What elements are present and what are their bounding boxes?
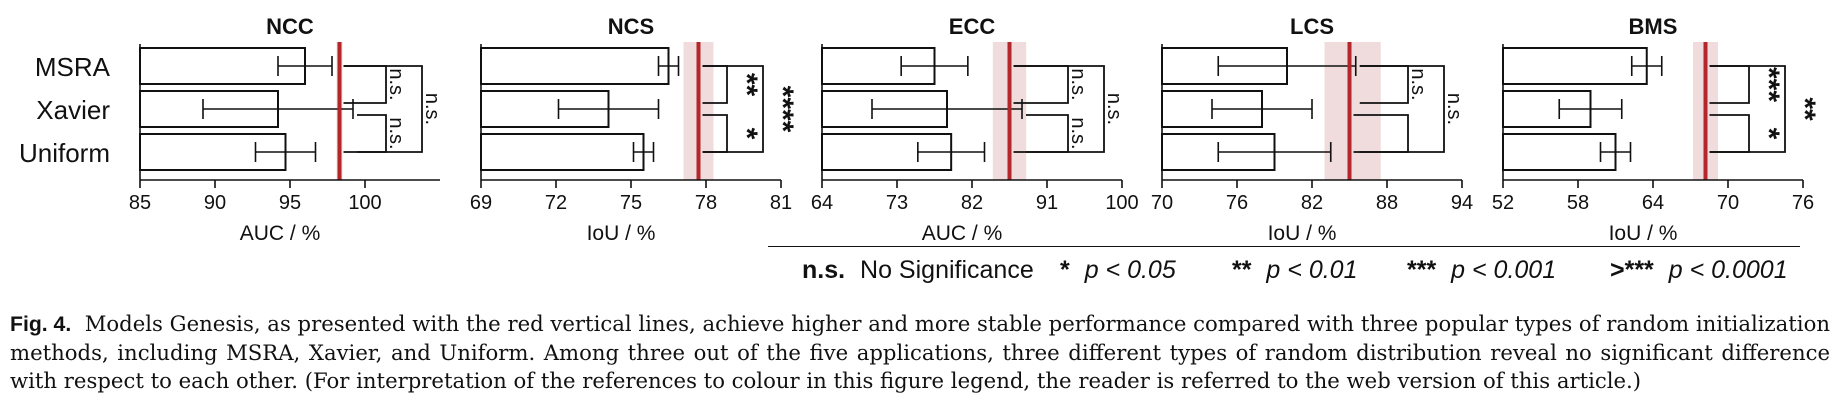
x-tick-label: 52 xyxy=(1492,192,1514,214)
legend-meaning: p < 0.0001 xyxy=(1668,256,1788,284)
significance-label: ** xyxy=(1788,97,1821,121)
significance-label: n.s. xyxy=(1443,93,1465,125)
x-tick-label: 70 xyxy=(1717,192,1739,214)
legend-symbol: ** xyxy=(1232,256,1252,284)
legend-meaning: p < 0.05 xyxy=(1084,256,1176,284)
figure-caption: Fig. 4. Models Genesis, as presented wit… xyxy=(10,310,1830,395)
x-axis-label: AUC / % xyxy=(240,222,321,245)
x-tick-label: 58 xyxy=(1567,192,1589,214)
significance-label: **** xyxy=(766,86,799,133)
x-tick-label: 88 xyxy=(1376,192,1398,214)
panel-title: LCS xyxy=(1290,14,1334,39)
category-label: MSRA xyxy=(35,52,111,82)
legend-item-p001: *** p < 0.001 xyxy=(1407,256,1556,285)
panel-title: BMS xyxy=(1629,14,1678,39)
significance-bracket xyxy=(357,114,387,153)
significance-bracket xyxy=(1026,114,1069,153)
legend-symbol: >*** xyxy=(1610,256,1654,284)
significance-label: n.s. xyxy=(385,117,407,149)
significance-label: *** xyxy=(1752,67,1785,102)
significance-label: * xyxy=(1752,128,1785,140)
x-tick-label: 69 xyxy=(470,192,492,214)
x-tick-label: 64 xyxy=(811,192,833,214)
significance-label: n.s. xyxy=(385,68,407,100)
legend-rule xyxy=(768,246,1800,247)
figure-panels: MSRA Xavier Uniform NCC 85 90 95 100 AUC / % n.s.… xyxy=(19,14,1821,245)
x-axis-label: IoU / % xyxy=(1609,222,1678,245)
legend-symbol: * xyxy=(1060,256,1070,284)
x-tick-label: 78 xyxy=(695,192,717,214)
legend-symbol: *** xyxy=(1407,256,1437,284)
legend-item-p01: ** p < 0.01 xyxy=(1232,256,1357,285)
x-axis-label: IoU / % xyxy=(587,222,656,245)
x-tick-label: 72 xyxy=(545,192,567,214)
x-tick-label: 81 xyxy=(770,192,792,214)
x-tick-label: 95 xyxy=(279,192,301,214)
x-tick-label: 100 xyxy=(1105,192,1138,214)
legend-item-p05: * p < 0.05 xyxy=(1060,256,1176,285)
bar xyxy=(480,133,645,171)
significance-bracket xyxy=(1359,65,1445,153)
category-label: Xavier xyxy=(36,95,110,125)
significance-label: n.s. xyxy=(1067,68,1089,100)
x-tick-label: 94 xyxy=(1451,192,1473,214)
reference-band xyxy=(1324,42,1381,180)
bar xyxy=(480,47,670,85)
significance-bracket xyxy=(343,65,387,104)
panel-title: NCC xyxy=(266,14,314,39)
panel-title: ECC xyxy=(949,14,996,39)
legend-meaning: No Significance xyxy=(860,256,1034,284)
x-tick-label: 100 xyxy=(348,192,381,214)
x-tick-label: 91 xyxy=(1036,192,1058,214)
x-tick-label: 64 xyxy=(1642,192,1664,214)
x-tick-label: 76 xyxy=(1226,192,1248,214)
significance-label: n.s. xyxy=(1407,68,1429,100)
x-tick-label: 70 xyxy=(1151,192,1173,214)
significance-bracket xyxy=(1013,65,1105,153)
significance-label: n.s. xyxy=(1067,117,1089,149)
significance-label: n.s. xyxy=(1103,93,1125,125)
legend-symbol: n.s. xyxy=(802,256,846,284)
significance-label: n.s. xyxy=(421,93,443,125)
legend-meaning: p < 0.001 xyxy=(1451,256,1557,284)
category-label: Uniform xyxy=(19,138,110,168)
x-tick-label: 90 xyxy=(204,192,226,214)
x-tick-label: 82 xyxy=(961,192,983,214)
legend-item-p0001: >*** p < 0.0001 xyxy=(1610,256,1788,285)
significance-label: ** xyxy=(730,73,763,97)
x-tick-label: 75 xyxy=(620,192,642,214)
x-axis-label: IoU / % xyxy=(1268,222,1337,245)
bar xyxy=(1502,133,1617,171)
caption-label: Fig. 4. xyxy=(10,313,72,336)
x-tick-label: 73 xyxy=(886,192,908,214)
x-tick-label: 82 xyxy=(1301,192,1323,214)
significance-bracket xyxy=(702,65,764,153)
significance-label: * xyxy=(730,128,763,140)
panel-title: NCS xyxy=(608,14,654,39)
significance-bracket xyxy=(1709,65,1786,153)
legend-item-ns: n.s. No Significance xyxy=(802,256,1034,285)
x-tick-label: 76 xyxy=(1792,192,1814,214)
significance-bracket xyxy=(343,65,423,153)
x-axis-label: AUC / % xyxy=(922,222,1003,245)
bar xyxy=(1502,47,1648,85)
legend-meaning: p < 0.01 xyxy=(1266,256,1358,284)
caption-text: Models Genesis, as presented with the re… xyxy=(10,311,1830,393)
x-tick-label: 85 xyxy=(129,192,151,214)
